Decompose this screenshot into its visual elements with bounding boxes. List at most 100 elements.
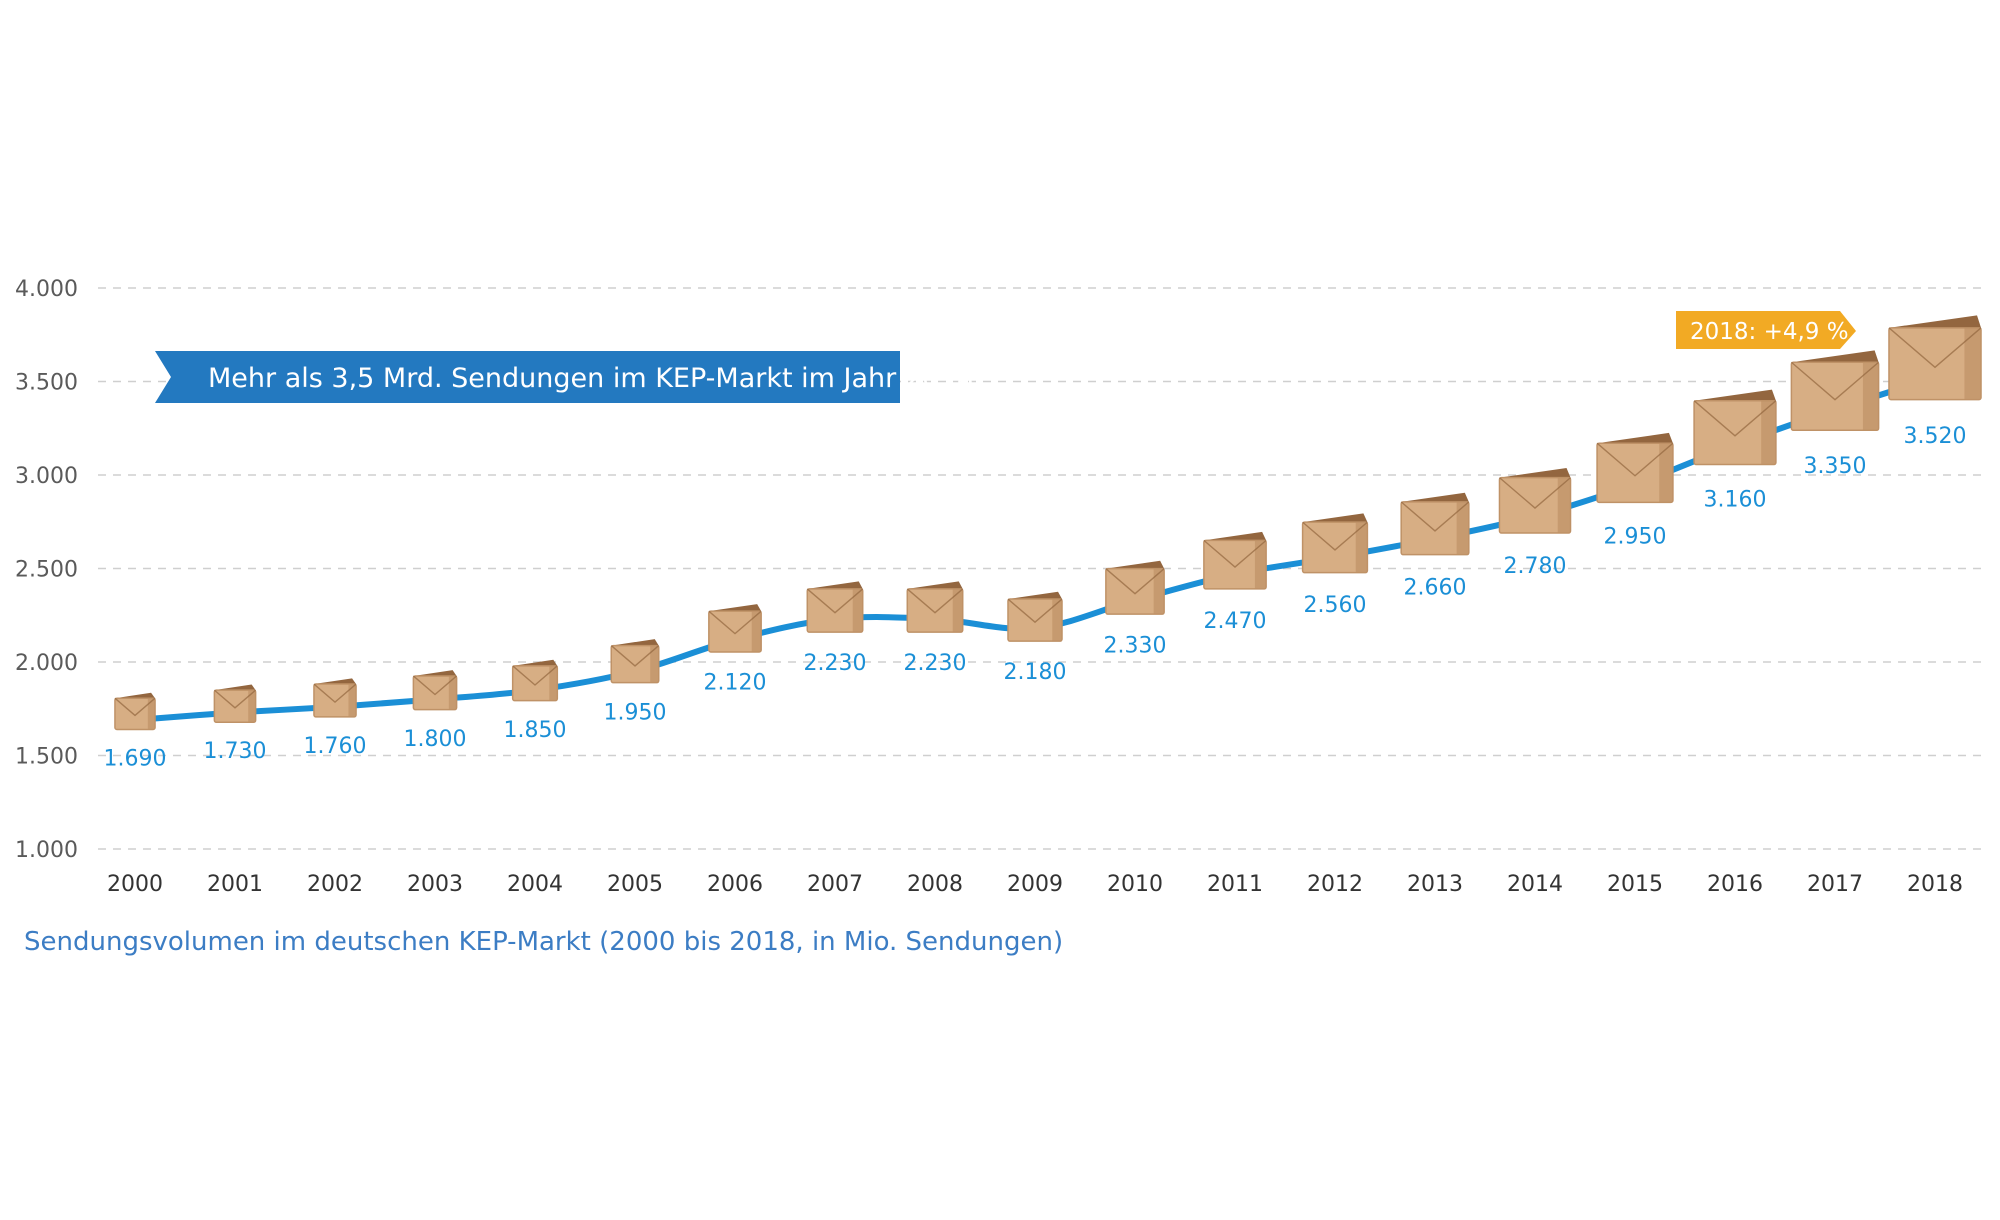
x-tick-label: 2016 bbox=[1707, 872, 1763, 897]
x-tick-label: 2005 bbox=[607, 872, 663, 897]
x-tick-label: 2014 bbox=[1507, 872, 1563, 897]
parcel-box-icon bbox=[511, 659, 559, 702]
data-label: 2.230 bbox=[804, 651, 867, 676]
x-tick-label: 2011 bbox=[1207, 872, 1263, 897]
y-tick-label: 2.500 bbox=[15, 558, 78, 583]
y-tick-label: 2.000 bbox=[15, 651, 78, 676]
x-tick-label: 2008 bbox=[907, 872, 963, 897]
parcel-box-icon bbox=[1790, 350, 1880, 431]
parcel-side bbox=[448, 675, 457, 710]
parcel-side bbox=[1761, 400, 1776, 465]
parcel-front bbox=[906, 588, 964, 633]
parcel-box-icon bbox=[313, 678, 357, 718]
parcel-markers bbox=[114, 315, 1982, 731]
parcel-side bbox=[1659, 443, 1673, 503]
parcel-box-icon bbox=[114, 692, 156, 731]
parcel-box-icon bbox=[1596, 432, 1674, 504]
parcel-side bbox=[852, 588, 863, 633]
parcel-side bbox=[952, 588, 963, 633]
x-tick-label: 2013 bbox=[1407, 872, 1463, 897]
parcel-side bbox=[1557, 477, 1571, 533]
parcel-front bbox=[1203, 539, 1267, 590]
parcel-fold bbox=[213, 689, 257, 709]
parcel-front bbox=[806, 588, 864, 633]
data-label: 2.780 bbox=[1504, 554, 1567, 579]
y-axis-ticks: 1.000 1.500 2.000 2.500 3.000 3.500 4.000 bbox=[15, 277, 78, 863]
parcel-box-icon bbox=[610, 639, 660, 684]
parcel-box-icon bbox=[412, 670, 458, 711]
data-label: 2.230 bbox=[904, 651, 967, 676]
data-label: 2.950 bbox=[1604, 524, 1667, 549]
parcel-side bbox=[147, 698, 156, 730]
y-tick-label: 4.000 bbox=[15, 277, 78, 302]
data-label: 3.520 bbox=[1904, 424, 1967, 449]
data-label: 2.120 bbox=[704, 671, 767, 696]
parcel-fold bbox=[114, 697, 156, 717]
parcel-box-icon bbox=[1203, 531, 1267, 590]
x-tick-label: 2018 bbox=[1907, 872, 1963, 897]
parcel-fold bbox=[1888, 327, 1982, 369]
headline-banner: Mehr als 3,5 Mrd. Sendungen im KEP-Markt… bbox=[155, 351, 974, 403]
parcel-front bbox=[1105, 567, 1165, 615]
data-label: 1.730 bbox=[204, 739, 267, 764]
parcel-fold bbox=[1499, 477, 1571, 509]
parcel-fold bbox=[313, 683, 357, 704]
data-label: 1.760 bbox=[304, 734, 367, 759]
x-tick-label: 2006 bbox=[707, 872, 763, 897]
parcel-front bbox=[708, 610, 762, 653]
parcel-fold bbox=[1400, 501, 1470, 532]
parcel-box-icon bbox=[1007, 591, 1063, 642]
x-tick-label: 2017 bbox=[1807, 872, 1863, 897]
y-tick-label: 1.500 bbox=[15, 745, 78, 770]
chart-caption: Sendungsvolumen im deutschen KEP-Markt (… bbox=[24, 927, 1063, 957]
badge-text: 2018: +4,9 % bbox=[1690, 319, 1849, 345]
parcel-side bbox=[1862, 362, 1879, 431]
parcel-fold bbox=[1693, 400, 1777, 437]
parcel-side bbox=[1355, 522, 1368, 573]
x-tick-label: 2009 bbox=[1007, 872, 1063, 897]
parcel-box-icon bbox=[806, 581, 864, 633]
data-label: 2.470 bbox=[1204, 609, 1267, 634]
parcel-side bbox=[751, 611, 762, 652]
y-tick-label: 3.000 bbox=[15, 464, 78, 489]
parcel-fold bbox=[1007, 598, 1063, 624]
parcel-box-icon bbox=[213, 684, 257, 724]
data-label: 3.350 bbox=[1804, 454, 1867, 479]
data-label: 1.800 bbox=[404, 727, 467, 752]
x-tick-label: 2004 bbox=[507, 872, 563, 897]
x-tick-label: 2000 bbox=[107, 872, 163, 897]
parcel-side bbox=[650, 645, 659, 683]
data-label: 2.660 bbox=[1404, 575, 1467, 600]
x-axis-ticks: 2000 2001 2002 2003 2004 2005 2006 2007 2008 2009… bbox=[107, 872, 1963, 897]
parcel-fold bbox=[610, 645, 660, 667]
data-labels: 1.690 1.730 1.760 1.800 1.850 1.950 2.120 2.230… bbox=[104, 424, 1967, 771]
x-tick-label: 2002 bbox=[307, 872, 363, 897]
x-tick-label: 2012 bbox=[1307, 872, 1363, 897]
parcel-front bbox=[1888, 327, 1982, 401]
parcel-side bbox=[549, 665, 558, 701]
parcel-fold bbox=[1302, 521, 1368, 551]
parcel-fold bbox=[1105, 568, 1165, 595]
parcel-fold bbox=[1203, 539, 1267, 568]
x-tick-label: 2015 bbox=[1607, 872, 1663, 897]
x-tick-label: 2001 bbox=[207, 872, 263, 897]
parcel-side bbox=[348, 684, 357, 717]
y-tick-label: 3.500 bbox=[15, 371, 78, 396]
parcel-side bbox=[1153, 568, 1165, 615]
parcel-box-icon bbox=[1301, 513, 1369, 574]
banner-shape bbox=[155, 351, 900, 403]
data-label: 1.690 bbox=[104, 746, 167, 771]
x-tick-label: 2010 bbox=[1107, 872, 1163, 897]
parcel-fold bbox=[906, 588, 964, 614]
parcel-box-icon bbox=[906, 581, 964, 633]
parcel-box-icon bbox=[1105, 560, 1165, 615]
banner-text: Mehr als 3,5 Mrd. Sendungen im KEP-Markt… bbox=[208, 363, 974, 394]
badge-shape bbox=[1676, 311, 1856, 349]
parcel-box-icon bbox=[1888, 315, 1982, 401]
x-tick-label: 2007 bbox=[807, 872, 863, 897]
parcel-fold bbox=[412, 675, 458, 696]
x-tick-label: 2003 bbox=[407, 872, 463, 897]
parcel-box-icon bbox=[708, 604, 762, 653]
parcel-fold bbox=[1790, 361, 1880, 401]
